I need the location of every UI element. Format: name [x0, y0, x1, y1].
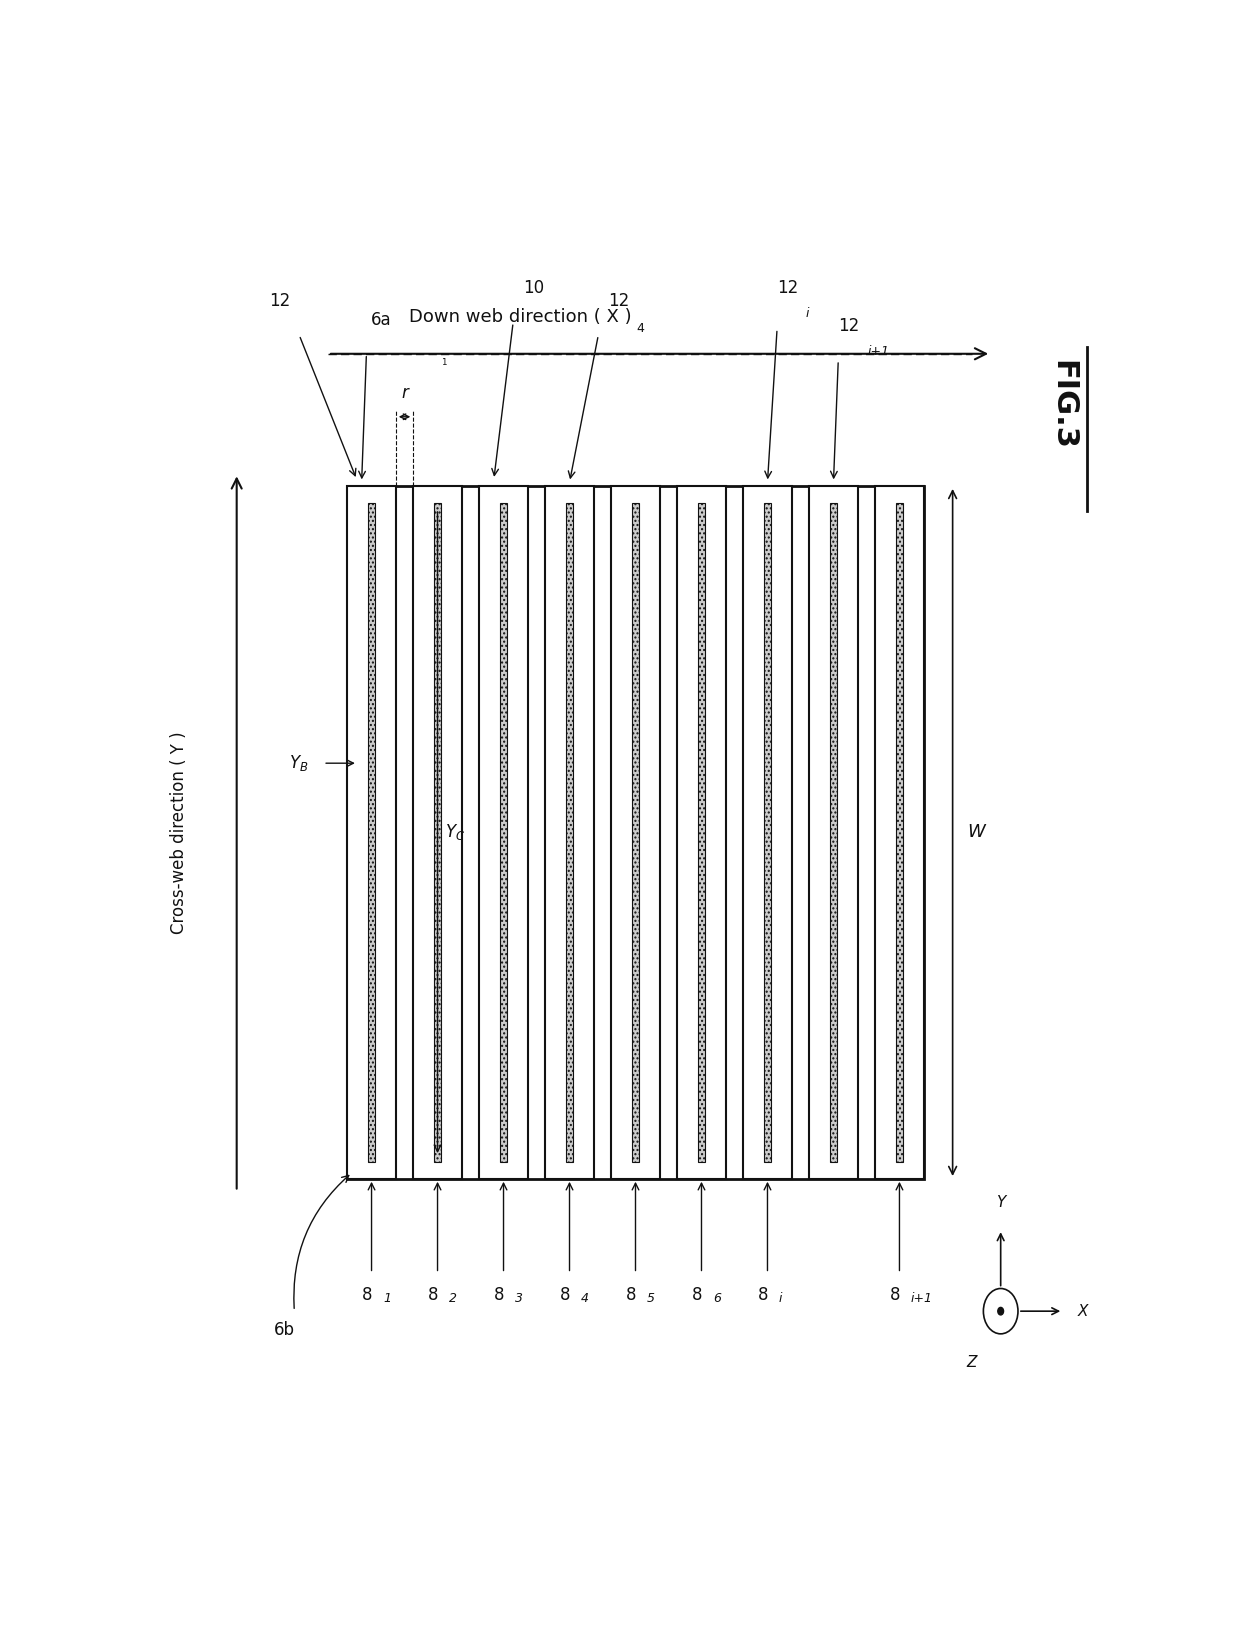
Bar	[810, 486, 858, 1180]
Text: $Y_B$: $Y_B$	[289, 753, 309, 774]
Circle shape	[998, 1307, 1003, 1315]
Text: 4: 4	[582, 1292, 589, 1306]
Text: r: r	[401, 384, 408, 402]
Bar	[698, 502, 704, 1162]
Bar	[875, 486, 924, 1180]
Bar	[368, 502, 374, 1162]
Bar	[743, 486, 792, 1180]
Text: 6: 6	[713, 1292, 720, 1306]
Bar	[479, 486, 528, 1180]
Text: 8: 8	[559, 1286, 570, 1304]
Text: W: W	[967, 823, 985, 841]
Text: 8: 8	[428, 1286, 438, 1304]
Text: 8: 8	[692, 1286, 702, 1304]
Text: 8: 8	[758, 1286, 768, 1304]
Text: Z: Z	[967, 1355, 977, 1371]
Text: 6a: 6a	[371, 311, 392, 329]
Text: 4: 4	[637, 322, 645, 335]
Text: 2: 2	[449, 1292, 458, 1306]
Text: 6b: 6b	[274, 1322, 295, 1340]
Text: 8: 8	[494, 1286, 503, 1304]
Text: FIG.3: FIG.3	[1049, 360, 1078, 450]
Text: $Y_C$: $Y_C$	[445, 823, 465, 843]
Text: 8: 8	[625, 1286, 636, 1304]
Bar	[831, 502, 837, 1162]
Bar	[632, 502, 639, 1162]
Text: i: i	[806, 308, 810, 321]
Bar	[897, 502, 903, 1162]
Text: X: X	[1078, 1304, 1087, 1319]
Bar	[347, 486, 396, 1180]
Text: $_1$: $_1$	[441, 355, 448, 368]
Bar	[546, 486, 594, 1180]
Bar	[611, 486, 660, 1180]
Text: 12: 12	[608, 291, 629, 309]
Text: i+1: i+1	[867, 345, 889, 358]
Text: 5: 5	[647, 1292, 655, 1306]
Text: 3: 3	[515, 1292, 523, 1306]
Bar	[413, 486, 461, 1180]
Text: 12: 12	[777, 280, 799, 298]
Text: Down web direction ( X ): Down web direction ( X )	[409, 308, 631, 326]
Text: 10: 10	[523, 280, 544, 298]
Bar	[434, 502, 440, 1162]
Bar	[500, 502, 507, 1162]
Text: 12: 12	[838, 317, 859, 335]
Text: Cross-web direction ( Y ): Cross-web direction ( Y )	[170, 731, 188, 934]
Text: i+1: i+1	[911, 1292, 932, 1306]
Bar	[567, 502, 573, 1162]
Text: 8: 8	[889, 1286, 900, 1304]
Text: 8: 8	[362, 1286, 372, 1304]
Bar	[764, 502, 771, 1162]
Text: 1: 1	[383, 1292, 391, 1306]
Text: Y: Y	[996, 1196, 1006, 1211]
Text: 12: 12	[269, 291, 290, 309]
Bar	[347, 486, 924, 1180]
Text: i: i	[779, 1292, 782, 1306]
Bar	[677, 486, 725, 1180]
